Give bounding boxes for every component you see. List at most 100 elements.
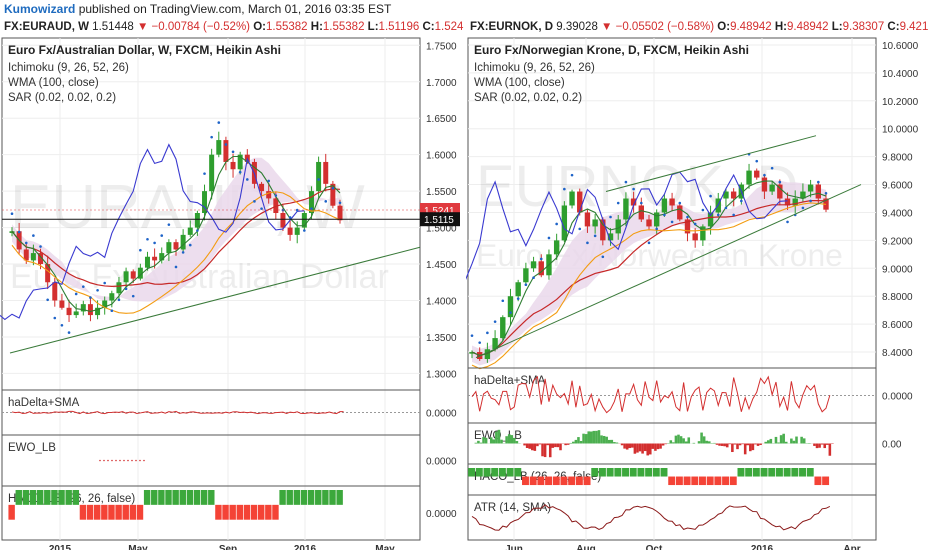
sar-dot: [601, 255, 605, 259]
quote-open: 9.48942: [730, 21, 772, 33]
ewo-bar: [541, 443, 544, 457]
eurnok-chart-panel[interactable]: FX:EURNOK, D 9.39028 ▼ −0.05502 (−0.58%)…: [466, 18, 932, 550]
ewo-bar: [679, 436, 683, 444]
sar-dot: [96, 288, 99, 292]
ewo-bar: [497, 429, 501, 444]
trend-line: [475, 184, 862, 359]
haco-bar: [136, 504, 144, 520]
euraud-chart-panel[interactable]: FX:EURAUD, W 1.51448 ▼ −0.00784 (−0.52%)…: [0, 18, 466, 550]
haco-bar: [79, 504, 87, 520]
sar-dot: [701, 208, 705, 212]
sar-dot: [110, 309, 114, 313]
haco-bar: [806, 468, 814, 477]
eurnok-chart-svg[interactable]: 10.6000 10.4000 10.2000 10.0000 9.8000 9.6000…: [466, 18, 932, 550]
subpanel-label: EWO_LB: [8, 442, 56, 454]
candle: [180, 234, 186, 250]
sar-dot: [763, 173, 766, 177]
y-tick-label: 1.6000: [426, 151, 457, 162]
sar-dot: [274, 194, 278, 197]
euraud-chart-svg[interactable]: 1.7500 1.7000 1.6500 1.6000 1.5500 1.5000 1.45…: [0, 18, 466, 550]
candle: [209, 154, 215, 192]
candle: [66, 307, 72, 316]
ewo-bar: [749, 443, 752, 452]
candle: [561, 205, 568, 241]
candle: [515, 282, 521, 297]
haco-bar: [122, 504, 129, 520]
candle: [677, 205, 683, 220]
sar-dot: [778, 180, 782, 184]
ewo-bar: [687, 437, 691, 444]
ewo-bar: [790, 438, 793, 444]
ewo-bar: [664, 443, 667, 445]
quote-change: ▼ −0.05502 (−0.58%): [601, 21, 715, 33]
candle: [109, 293, 115, 301]
ewo-bar: [474, 442, 478, 444]
haco-bar: [560, 476, 568, 486]
haco-bar: [675, 476, 683, 486]
candle: [337, 205, 343, 221]
ewo-bar: [713, 442, 716, 444]
ewo-bar: [495, 431, 498, 444]
y-tick-label: 1.7500: [426, 41, 457, 52]
candle: [800, 191, 806, 199]
ewo-dot: [127, 459, 129, 462]
haco-bar: [151, 490, 158, 505]
candle: [630, 198, 637, 206]
sar-dot: [260, 207, 263, 210]
sar-dot: [131, 294, 135, 298]
indicator-label: WMA (100, close): [474, 77, 565, 89]
sar-dot: [547, 236, 551, 240]
y-tick-label: 8.6000: [882, 320, 913, 331]
sar-dot: [67, 331, 71, 334]
candle: [323, 161, 329, 184]
ewo-bar: [725, 443, 729, 448]
candle: [569, 191, 575, 206]
ewo-bar: [602, 435, 606, 444]
ewo-bar: [767, 440, 770, 444]
x-tick-label: 2016: [751, 544, 774, 550]
ewo-bar: [482, 437, 485, 444]
ewo-bar: [523, 443, 526, 446]
ewo-bar: [605, 436, 608, 444]
ewo-bar: [820, 443, 824, 445]
author-link[interactable]: Kumowizard: [4, 2, 76, 16]
ewo-bar: [628, 443, 632, 449]
sar-dot: [516, 297, 520, 300]
euraud-quote-line: FX:EURAUD, W 1.51448 ▼ −0.00784 (−0.52%)…: [4, 21, 464, 33]
candle: [484, 349, 491, 360]
haco-bar: [714, 476, 722, 486]
sar-dot: [238, 170, 242, 174]
price-tag: [420, 212, 460, 227]
ewo-bar: [489, 437, 493, 444]
haco-bar: [629, 468, 637, 477]
haco-bar: [215, 504, 222, 520]
candle: [492, 338, 498, 350]
sar-dot: [288, 216, 292, 219]
sar-dot: [609, 215, 612, 219]
ewo-bar: [536, 443, 539, 447]
ewo-bar: [538, 443, 542, 445]
ewo-bar: [728, 443, 732, 445]
ewo-bar: [515, 441, 519, 444]
y-tick-label: 9.2000: [882, 236, 913, 247]
sar-dot: [732, 213, 735, 217]
ewo-bar: [774, 436, 778, 444]
sar-dot: [231, 150, 235, 154]
chart-title: Euro Fx/Australian Dollar, W, FXCM, Heik…: [8, 43, 281, 57]
y-tick-label: 9.0000: [882, 264, 913, 275]
ewo-bar: [484, 437, 488, 444]
sar-dot: [817, 180, 820, 184]
ewo-bar: [564, 443, 567, 446]
sar-dot: [501, 299, 505, 303]
quote-low: 9.38307: [842, 21, 885, 33]
ewo-bar: [802, 438, 806, 444]
indicator-label: SAR (0.02, 0.02, 0.2): [8, 92, 116, 104]
wma-line: [11, 188, 341, 288]
ewo-bar: [479, 442, 483, 444]
candle: [607, 233, 614, 241]
candle: [669, 198, 675, 206]
ewo-bar: [731, 443, 734, 453]
y-tick-label: 1.5000: [426, 224, 457, 235]
haco-bar: [115, 504, 122, 520]
ewo-bar: [784, 441, 788, 444]
